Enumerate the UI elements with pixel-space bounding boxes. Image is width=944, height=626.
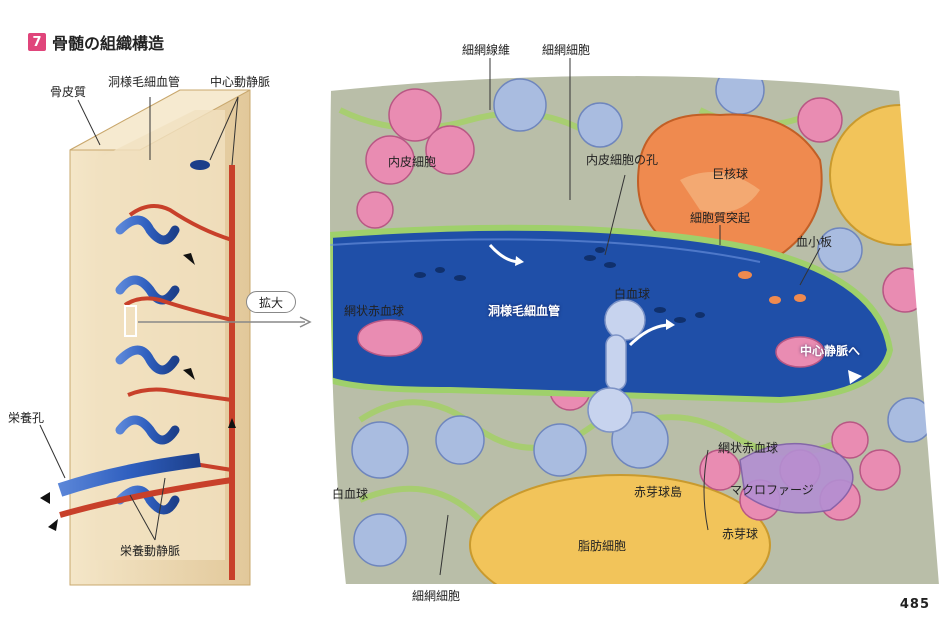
enlarge-label: 拡大 (246, 291, 296, 313)
label-leukocyte-left: 白血球 (332, 487, 369, 501)
figure-title: 骨髄の組織構造 (52, 34, 165, 53)
label-megakaryocyte: 巨核球 (712, 167, 749, 181)
left-leader-lines (39, 96, 239, 541)
label-nutrient-foramen: 栄養孔 (8, 411, 45, 425)
label-erythroblastic-island: 赤芽球島 (634, 485, 683, 499)
label-central-artery-vein: 中心動静脈 (210, 75, 271, 89)
platelets (738, 271, 806, 304)
label-reticulocyte-right: 網状赤血球 (718, 441, 779, 455)
nutrient-artery (59, 477, 233, 518)
label-erythroblast: 赤芽球 (722, 527, 759, 541)
label-reticulocyte-left: 網状赤血球 (344, 304, 405, 318)
flow-arrow-central-vein (848, 370, 862, 384)
label-endothelial-pore: 内皮細胞の孔 (586, 153, 659, 167)
lumen-reticulocyte (357, 319, 423, 357)
enlargement-marker (124, 305, 137, 337)
endothelial-pores (414, 247, 705, 323)
figure-number-badge: 7 (28, 33, 46, 51)
nutrient-vein (57, 453, 201, 497)
sinusoid-network (115, 150, 180, 550)
page-number: 485 (899, 597, 930, 612)
label-reticular-fiber: 細網線維 (462, 43, 511, 57)
label-platelet: 血小板 (796, 235, 833, 249)
label-sinusoid-capillary: 洞様毛細血管 (108, 75, 181, 89)
enlarge-callout: 拡大 (246, 291, 306, 313)
label-reticular-cell-bottom: 細網細胞 (412, 589, 461, 603)
label-to-central-vein: 中心静脈へ (800, 344, 861, 358)
label-cortical-bone: 骨皮質 (50, 85, 87, 99)
label-macrophage: マクロファージ (730, 483, 814, 497)
lumen-reticulocyte-2 (775, 336, 825, 368)
migrating-leukocyte (587, 299, 646, 433)
label-nutrient-artery-vein: 栄養動静脈 (120, 544, 181, 558)
label-adipocyte: 脂肪細胞 (578, 539, 627, 553)
label-cytoplasmic-process: 細胞質突起 (690, 211, 751, 225)
label-sinusoid-capillary-detail: 洞様毛細血管 (488, 304, 561, 318)
adipocyte-bottom (469, 474, 771, 585)
macrophage (739, 442, 854, 514)
label-reticular-cell-top: 細網細胞 (542, 43, 591, 57)
flow-arrows (40, 253, 236, 531)
figure-heading: 7 骨髄の組織構造 (28, 30, 164, 54)
right-leader-lines (439, 58, 821, 576)
label-leukocyte-center: 白血球 (614, 287, 651, 301)
label-endothelial-cell: 内皮細胞 (388, 155, 437, 169)
magnified-view (328, 74, 942, 586)
